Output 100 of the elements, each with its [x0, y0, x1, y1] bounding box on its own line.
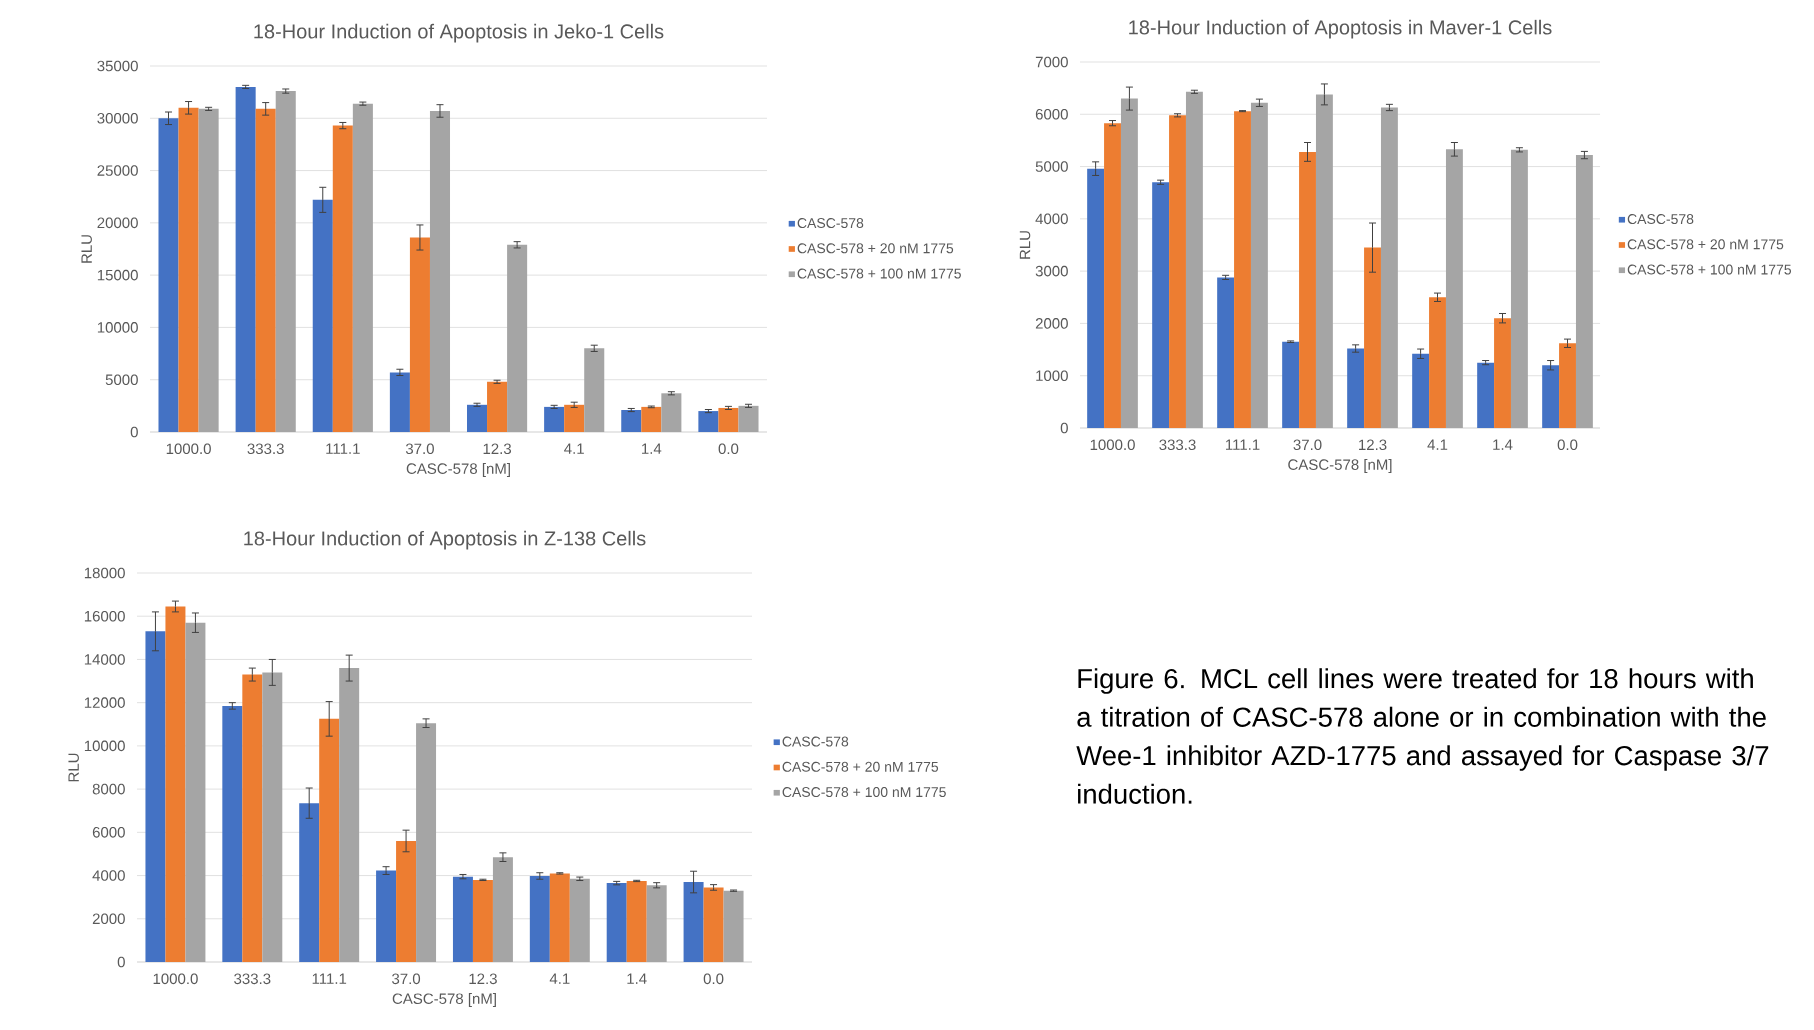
caption: Figure 6. MCL cell lines were treated for 18 hours with a titration of CASC-578 alone or in combination with the Wee-1 inhibitor AZD-1775 and assayed for Caspase 3/7 induction.	[1076, 668, 1769, 804]
y-tick-label: 35000	[97, 60, 138, 72]
bar	[178, 107, 199, 432]
bar	[1477, 362, 1495, 428]
legend-label: CASC-578 + 100 nM 1775	[1627, 264, 1792, 275]
y-tick-label: 4000	[1035, 213, 1068, 225]
y-tick-label: 8000	[92, 783, 125, 795]
x-tick-label: 0.0	[718, 443, 739, 455]
bar	[339, 668, 360, 962]
bar	[584, 348, 605, 432]
bar	[1282, 341, 1300, 428]
bar	[1347, 348, 1365, 428]
y-tick-label: 2000	[92, 913, 125, 925]
x-tick-label: 37.0	[392, 973, 421, 985]
legend-label: CASC-578	[797, 218, 864, 229]
x-tick-label: 4.1	[549, 973, 570, 984]
bar	[626, 880, 647, 962]
bar	[198, 108, 219, 432]
x-tick-label: 0.0	[1557, 439, 1578, 451]
y-tick-label: 0	[130, 426, 138, 438]
x-axis-title: CASC-578 [nM]	[406, 462, 510, 477]
bar	[1575, 155, 1593, 428]
bar	[544, 406, 565, 432]
bar	[396, 840, 417, 962]
y-tick-label: 4000	[92, 870, 125, 881]
bar	[507, 244, 528, 432]
y-tick-label: 18000	[84, 567, 125, 579]
bar	[1315, 94, 1333, 428]
bar	[145, 631, 166, 962]
bar	[262, 672, 283, 962]
x-tick-label: 111.1	[1226, 439, 1260, 450]
bar	[1429, 297, 1446, 428]
bar	[529, 875, 550, 962]
legend-label: CASC-578 + 100 nM 1775	[782, 787, 946, 798]
bar	[185, 622, 206, 962]
bar	[1120, 98, 1138, 428]
legend-label: CASC-578	[1627, 214, 1694, 225]
bar	[1234, 111, 1251, 428]
y-tick-label: 16000	[84, 610, 125, 622]
y-tick-label: 10000	[97, 322, 138, 333]
x-tick-label: 111.1	[326, 443, 360, 454]
bar	[606, 883, 627, 962]
bar	[683, 882, 704, 962]
bar	[698, 411, 719, 432]
x-axis-title: CASC-578 [nM]	[392, 992, 496, 1007]
bar	[235, 86, 256, 432]
bar	[1169, 115, 1186, 428]
legend-label: CASC-578 + 20 nM 1775	[1627, 239, 1784, 250]
x-tick-label: 1.4	[1493, 439, 1513, 450]
bar	[466, 404, 488, 432]
bar	[569, 878, 590, 962]
legend-label: CASC-578 + 20 nM 1775	[782, 761, 939, 772]
bar	[352, 103, 373, 432]
bar	[738, 405, 759, 432]
bar	[1542, 365, 1560, 428]
bar	[1380, 107, 1398, 428]
x-axis-title: CASC-578 [nM]	[1288, 458, 1392, 473]
y-tick-label: 25000	[97, 165, 138, 176]
x-tick-label: 1.4	[627, 973, 647, 984]
bar	[299, 803, 320, 962]
bar	[255, 108, 276, 432]
bar	[718, 407, 739, 432]
bar	[222, 705, 243, 962]
y-tick-label: 6000	[1035, 108, 1068, 120]
y-tick-label: 0	[117, 956, 125, 968]
bar	[1510, 149, 1528, 428]
y-tick-label: 3000	[1035, 265, 1068, 277]
bar	[641, 406, 662, 432]
x-tick-label: 333.3	[1159, 439, 1196, 451]
bar	[376, 870, 397, 962]
bar	[452, 876, 473, 962]
bar	[621, 410, 642, 432]
x-tick-label: 1.4	[642, 443, 662, 454]
chart-title: 18-Hour Induction of Apoptosis in Jeko-1 Cells	[254, 23, 664, 43]
bar	[1250, 102, 1268, 428]
bar	[332, 125, 353, 432]
y-tick-label: 30000	[97, 112, 138, 124]
bar	[723, 890, 744, 962]
bar	[661, 393, 682, 432]
y-tick-label: 7000	[1035, 56, 1068, 68]
x-tick-label: 333.3	[247, 443, 284, 455]
y-tick-label: 6000	[92, 827, 125, 838]
y-tick-label: 20000	[97, 217, 138, 229]
y-tick-label: 0	[1060, 422, 1068, 434]
y-tick-label: 5000	[1035, 161, 1068, 172]
bar	[1559, 343, 1576, 428]
y-axis-title: RLU	[68, 753, 79, 782]
bar	[275, 91, 296, 432]
bar	[1152, 182, 1170, 428]
y-tick-label: 14000	[84, 654, 125, 665]
x-tick-label: 37.0	[405, 443, 434, 455]
y-tick-label: 1000	[1036, 370, 1068, 382]
legend-label: CASC-578	[782, 736, 849, 747]
chart-title: 18-Hour Induction of Apoptosis in Maver-1 Cells	[1129, 19, 1552, 39]
legend-label: CASC-578 + 100 nM 1775	[797, 268, 961, 279]
bar	[1412, 353, 1430, 428]
y-tick-label: 10000	[84, 740, 125, 752]
x-tick-label: 37.0	[1293, 439, 1322, 451]
x-tick-label: 0.0	[703, 973, 724, 985]
bar	[165, 606, 186, 962]
